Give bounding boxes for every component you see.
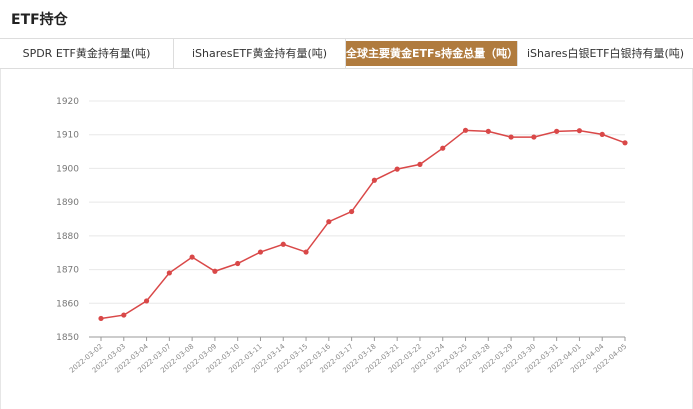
data-point	[485, 128, 491, 134]
data-point	[280, 241, 286, 247]
data-point	[554, 128, 560, 134]
tab-ishares-silver[interactable]: iShares白银ETF白银持有量(吨)	[526, 47, 685, 60]
data-point	[394, 166, 400, 172]
data-point	[166, 270, 172, 276]
etf-tab-bar: SPDR ETF黄金持有量(吨) iSharesETF黄金持有量(吨) 全球主要…	[0, 38, 693, 69]
data-point	[440, 145, 446, 151]
y-tick-label: 1920	[56, 97, 79, 107]
data-point	[121, 312, 127, 318]
y-tick-label: 1860	[56, 299, 79, 309]
data-point	[143, 298, 150, 304]
y-tick-label: 1910	[56, 131, 79, 141]
data-point	[599, 131, 605, 137]
y-tick-label: 1900	[56, 164, 79, 174]
data-point	[235, 260, 241, 267]
line-chart: 185018601870188018901900191019202022-03-…	[56, 97, 628, 375]
data-point	[462, 127, 469, 133]
data-point	[371, 177, 377, 183]
y-tick-label: 1890	[56, 198, 79, 208]
data-point	[189, 254, 195, 260]
data-point	[303, 249, 309, 255]
data-point	[576, 128, 583, 134]
data-point	[508, 134, 514, 140]
tab-spdr-gold[interactable]: SPDR ETF黄金持有量(吨)	[0, 39, 174, 68]
tab-ishares-gold[interactable]: iSharesETF黄金持有量(吨)	[174, 39, 346, 68]
data-point	[212, 268, 218, 274]
data-point	[531, 134, 537, 140]
data-point	[349, 208, 355, 215]
y-tick-label: 1870	[56, 266, 79, 276]
y-tick-label: 1850	[56, 333, 79, 343]
y-tick-label: 1880	[56, 232, 79, 242]
section-header: ETF持仓	[0, 0, 693, 38]
series-line	[100, 129, 626, 320]
data-point	[326, 219, 332, 225]
data-point	[257, 249, 264, 255]
chart-panel: 1850 1860 1870 1880 1890 1900 1910 1920 2022-03-…	[0, 69, 693, 409]
data-point	[417, 161, 423, 167]
data-point	[622, 140, 628, 146]
tab-global-gold-etfs[interactable]: 全球主要黄金ETFs持金总量（吨）	[346, 41, 518, 66]
data-point	[98, 315, 104, 322]
section-title: ETF持仓	[11, 12, 68, 28]
